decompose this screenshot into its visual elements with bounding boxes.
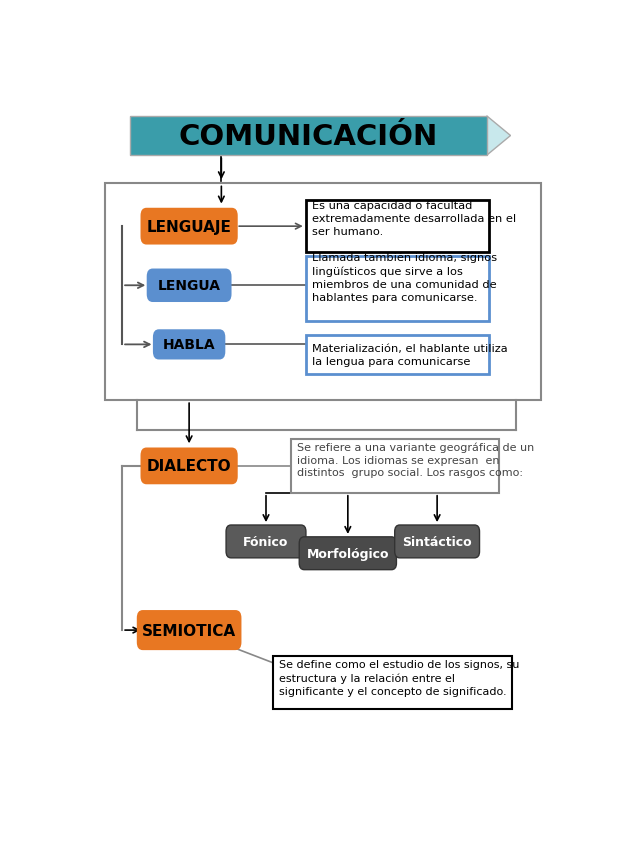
- FancyBboxPatch shape: [137, 610, 241, 650]
- Text: Sintáctico: Sintáctico: [403, 535, 472, 549]
- Bar: [105, 184, 541, 400]
- Text: Es una capacidad o facultad
extremadamente desarrollada en el
ser humano.: Es una capacidad o facultad extremadamen…: [312, 201, 516, 237]
- Text: Llamada también idioma, signos
lingüísticos que sirve a los
miembros de una comu: Llamada también idioma, signos lingüísti…: [312, 253, 497, 302]
- Polygon shape: [486, 117, 511, 156]
- Text: DIALECTO: DIALECTO: [147, 459, 232, 474]
- FancyBboxPatch shape: [300, 538, 396, 570]
- Text: Materialización, el hablante utiliza
la lengua para comunicarse: Materialización, el hablante utiliza la …: [312, 343, 508, 366]
- Bar: [306, 201, 489, 253]
- FancyBboxPatch shape: [153, 330, 225, 360]
- FancyBboxPatch shape: [141, 209, 237, 245]
- Bar: [129, 117, 487, 156]
- Bar: [291, 440, 499, 493]
- FancyBboxPatch shape: [395, 526, 479, 558]
- FancyBboxPatch shape: [147, 269, 232, 302]
- Bar: [306, 335, 489, 375]
- FancyBboxPatch shape: [226, 526, 306, 558]
- Text: HABLA: HABLA: [163, 338, 216, 352]
- Text: LENGUAJE: LENGUAJE: [147, 220, 232, 234]
- Text: Se define como el estudio de los signos, su
estructura y la relación entre el
si: Se define como el estudio de los signos,…: [280, 659, 520, 696]
- FancyBboxPatch shape: [141, 448, 237, 485]
- Bar: [273, 657, 511, 709]
- Text: LENGUA: LENGUA: [157, 279, 221, 293]
- Text: COMUNICACIÓN: COMUNICACIÓN: [179, 123, 438, 150]
- Text: SEMIOTICA: SEMIOTICA: [142, 623, 236, 638]
- Text: Se refiere a una variante geográfica de un
idioma. Los idiomas se expresan  en
d: Se refiere a una variante geográfica de …: [297, 441, 534, 478]
- Text: Morfológico: Morfológico: [307, 547, 389, 560]
- Bar: [306, 257, 489, 321]
- Text: Fónico: Fónico: [243, 535, 289, 549]
